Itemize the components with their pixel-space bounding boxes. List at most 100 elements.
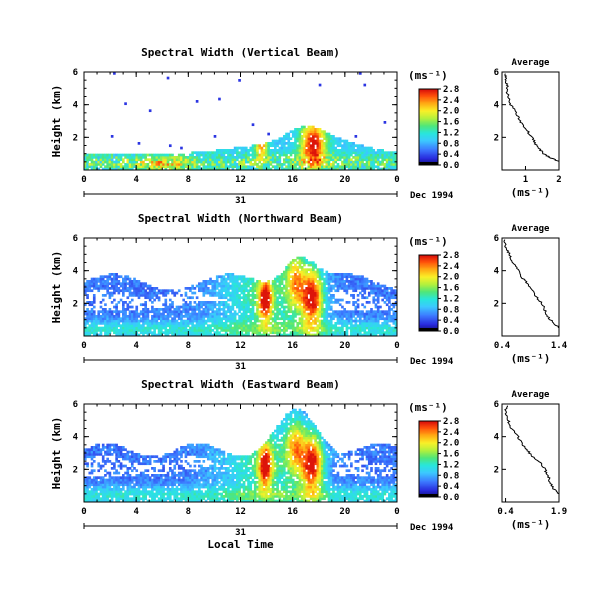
heatmap-cell [269,287,273,290]
heatmap-cell [222,294,226,297]
heatmap-cell [146,287,150,290]
heatmap-cell [236,312,239,316]
heatmap-cell [213,312,217,316]
heatmap-cell [213,158,217,162]
heatmap-cell [126,329,130,332]
heatmap-cell [135,167,139,171]
heatmap-cell [298,266,302,269]
heatmap-cell [244,160,248,164]
colorbar-label: 1.6 [443,118,459,128]
heatmap-cell [323,310,326,314]
heatmap-cell [144,289,147,293]
heatmap-cell [220,289,224,293]
heatmap-cell [289,149,293,152]
heatmap-cell [276,163,279,166]
heatmap-cell [238,303,241,307]
heatmap-cell [229,160,232,164]
heatmap-cell [238,322,241,325]
heatmap-cell [108,331,112,335]
heatmap-cell [166,312,170,316]
heatmap-cell [137,460,141,463]
heatmap-cell [390,167,393,171]
colorbar-swatch [419,158,438,161]
heatmap-cell [202,282,206,286]
heatmap-cell [166,322,170,325]
heatmap-cell [92,301,96,304]
heatmap-cell [388,308,391,311]
heatmap-cell [242,275,246,279]
heatmap-cell [227,151,230,155]
heatmap-cell [155,315,159,318]
heatmap-cell [238,298,241,302]
heatmap-cell [323,308,326,311]
heatmap-cell [323,282,326,286]
heatmap-cell [327,289,331,293]
heatmap-cell [280,303,284,307]
heatmap-cell [370,160,373,164]
heatmap-cell [352,156,355,159]
heatmap-cell [253,144,257,148]
heatmap-cell [213,163,217,166]
heatmap-cell [157,333,161,337]
heatmap-cell [117,490,121,494]
heatmap-cell [356,277,360,281]
heatmap-cell [224,284,228,288]
heatmap-cell [336,280,340,283]
heatmap-cell [379,163,382,166]
heatmap-cell [274,146,277,150]
heatmap-cell [110,448,114,452]
heatmap-cell [298,259,302,262]
heatmap-cell [209,301,212,304]
heatmap-cell [86,317,89,321]
colorbar-swatch [419,317,438,319]
heatmap-cell [144,476,147,480]
heatmap-cell [115,450,118,454]
heatmap-cell [148,291,152,295]
heatmap-cell [236,324,239,328]
heatmap-cell [325,291,329,295]
heatmap-cell [144,317,147,321]
heatmap-cell [224,287,228,290]
heatmap-cell [385,153,389,157]
heatmap-cell [312,308,315,311]
heatmap-cell [365,156,369,159]
heatmap-cell [113,280,116,283]
heatmap-cell [298,167,302,171]
heatmap-cell [110,492,114,496]
heatmap-cell [101,476,105,480]
heatmap-cell [215,324,219,328]
heatmap-cell [122,481,125,484]
heatmap-cell [370,322,373,325]
heatmap-cell [137,483,141,487]
heatmap-cell [390,291,393,295]
heatmap-cell [336,301,340,304]
heatmap-cell [296,139,300,143]
heatmap-cell [139,163,143,166]
heatmap-cell [242,151,246,155]
heatmap-cell [135,315,139,318]
heatmap-cell [271,317,275,321]
heatmap-cell [135,492,139,496]
heatmap-cell [126,158,130,162]
heatmap-cell [238,160,241,164]
heatmap-cell [258,312,262,316]
colorbar-swatch [419,303,438,305]
heatmap-cell [184,333,188,337]
heatmap-cell [108,291,112,295]
heatmap-cell [251,329,255,332]
colorbar-swatch [419,289,438,291]
heatmap-cell [236,165,239,169]
heatmap-cell [92,460,96,463]
heatmap-cell [88,287,92,290]
heatmap-cell [108,471,112,475]
heatmap-cell [191,324,194,328]
heatmap-cell [282,298,286,302]
heatmap-cell [247,305,250,309]
heatmap-cell [92,333,96,337]
heatmap-cell [307,333,311,337]
heatmap-cell [314,273,317,276]
heatmap-cell [130,455,134,459]
heatmap-cell [247,298,250,302]
heatmap-cell [155,333,159,337]
heatmap-cell [242,326,246,330]
